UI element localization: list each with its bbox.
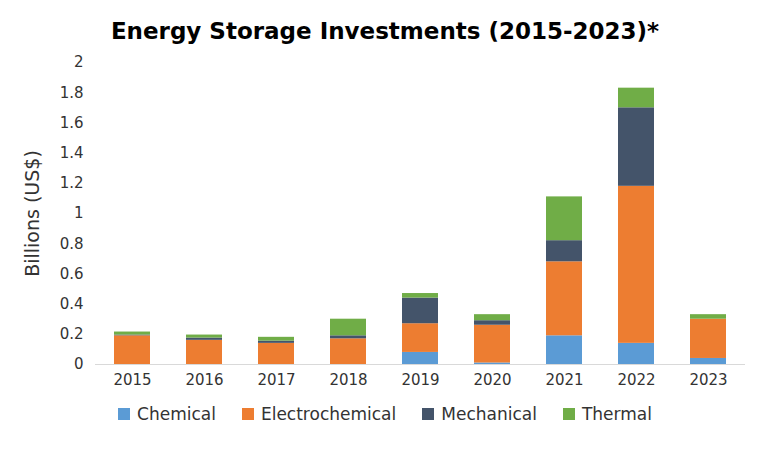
html-text:Thermal: Thermal — [581, 404, 652, 424]
svg-text:1.4: 1.4 — [60, 144, 84, 162]
html-text:Energy Storage Investments (20: Energy Storage Investments (2015-2023)* — [110, 18, 660, 44]
svg-text:2015: 2015 — [113, 371, 151, 389]
svg-text:1.8: 1.8 — [60, 84, 84, 102]
svg-text:2022: 2022 — [617, 371, 655, 389]
svg-text:2018: 2018 — [329, 371, 367, 389]
html-text:Mechanical: Mechanical — [441, 404, 537, 424]
svg-text:2017: 2017 — [257, 371, 295, 389]
svg-text:2020: 2020 — [473, 371, 511, 389]
svg-text:1.6: 1.6 — [60, 114, 84, 132]
html-text:Electrochemical: Electrochemical — [260, 404, 397, 424]
svg-text:0.2: 0.2 — [60, 325, 84, 343]
svg-text:0.8: 0.8 — [60, 235, 84, 253]
svg-text:2: 2 — [74, 53, 84, 71]
svg-text:0.6: 0.6 — [60, 265, 84, 283]
svg-text:2023: 2023 — [689, 371, 727, 389]
html-text:Chemical: Chemical — [137, 404, 216, 424]
svg-text:1.2: 1.2 — [60, 174, 84, 192]
svg-text:2019: 2019 — [401, 371, 439, 389]
svg-text:0: 0 — [74, 355, 84, 373]
svg-text:2016: 2016 — [185, 371, 223, 389]
svg-text:Billions (US$): Billions (US$) — [21, 150, 43, 277]
svg-text:0.4: 0.4 — [60, 295, 84, 313]
svg-text:1: 1 — [74, 204, 84, 222]
svg-text:2021: 2021 — [545, 371, 583, 389]
